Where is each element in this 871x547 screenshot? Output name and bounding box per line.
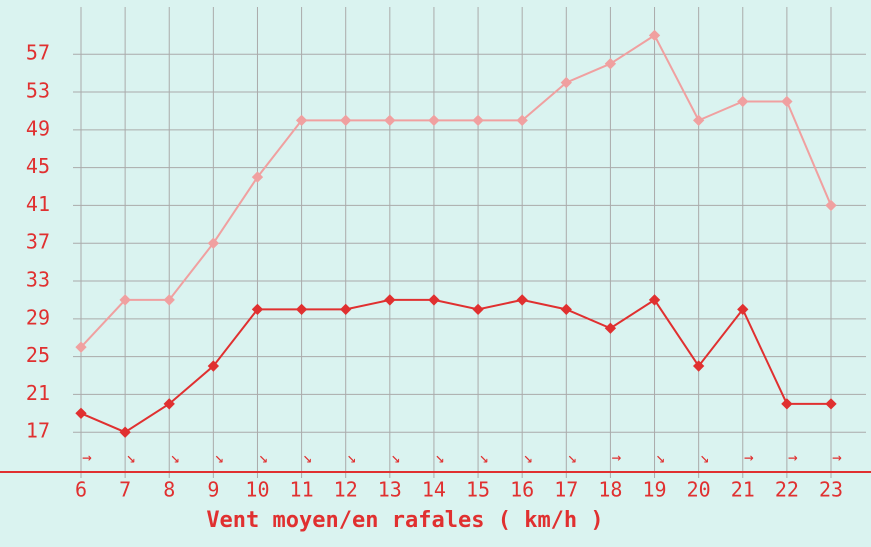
wind-arrow: → (788, 448, 798, 467)
y-tick-label: 57 (26, 41, 50, 65)
y-tick-label: 37 (26, 230, 50, 254)
x-tick-label: 20 (687, 478, 711, 502)
y-tick-label: 29 (26, 305, 50, 329)
y-tick-label: 21 (26, 381, 50, 405)
x-tick-label: 6 (75, 478, 87, 502)
x-tick-label: 13 (378, 478, 402, 502)
point (825, 199, 837, 212)
wind-arrow: ↘ (347, 448, 357, 467)
x-tick-label: 22 (775, 478, 799, 502)
y-tick-label: 45 (26, 154, 50, 178)
wind-arrow: ↘ (479, 448, 489, 467)
y-tick-label: 49 (26, 116, 50, 140)
wind-arrow: ↘ (435, 448, 445, 467)
point (560, 303, 572, 316)
point (781, 398, 793, 410)
point (163, 294, 175, 306)
x-tick-label: 21 (731, 478, 755, 502)
point (516, 294, 528, 306)
wind-arrow: ↘ (215, 448, 225, 467)
point (604, 322, 617, 334)
x-tick-label: 18 (598, 478, 622, 502)
series-line (80, 33, 832, 348)
x-tick-label: 14 (422, 478, 446, 502)
wind-arrow: ↘ (170, 448, 180, 467)
wind-arrow: → (82, 448, 92, 467)
x-tick-label: 11 (290, 478, 314, 502)
wind-arrow: ↘ (700, 448, 710, 467)
point (692, 360, 705, 372)
wind-arrow: ↘ (259, 448, 269, 467)
wind-arrow: ↘ (126, 448, 136, 467)
x-tick-label: 7 (119, 478, 131, 502)
y-tick-label: 53 (26, 79, 50, 103)
point (825, 398, 837, 410)
x-tick-label: 16 (510, 478, 534, 502)
point (472, 303, 484, 316)
y-tick-label: 33 (26, 268, 50, 292)
point (428, 294, 440, 306)
point (207, 360, 220, 372)
wind-arrow: ↘ (391, 448, 401, 467)
y-tick-label: 17 (26, 419, 50, 443)
wind-arrow: → (832, 448, 842, 467)
point (251, 171, 264, 183)
wind-arrow: ↘ (656, 448, 666, 467)
point (648, 294, 661, 306)
y-tick-label: 25 (26, 343, 50, 367)
wind-arrow: ↘ (303, 448, 313, 467)
x-tick-label: 17 (554, 478, 578, 502)
x-axis-label: Vent moyen/en rafales ( km/h ) (206, 508, 603, 533)
series-line (80, 298, 831, 434)
point (251, 303, 264, 316)
wind-arrow: ↘ (523, 448, 533, 467)
x-tick-label: 15 (466, 478, 490, 502)
x-tick-label: 9 (207, 478, 219, 502)
point (384, 294, 396, 306)
wind-arrow: ↘ (567, 448, 577, 467)
point (207, 237, 220, 249)
x-tick-label: 8 (163, 478, 175, 502)
x-tick-label: 10 (245, 478, 269, 502)
y-tick-label: 41 (26, 192, 50, 216)
x-tick-label: 23 (819, 478, 843, 502)
point (163, 398, 175, 410)
x-tick-label: 19 (642, 478, 666, 502)
point (295, 303, 308, 316)
x-tick-label: 12 (334, 478, 358, 502)
wind-arrow: → (744, 448, 754, 467)
point (737, 303, 749, 316)
wind-arrow: → (612, 448, 622, 467)
point (340, 303, 352, 316)
